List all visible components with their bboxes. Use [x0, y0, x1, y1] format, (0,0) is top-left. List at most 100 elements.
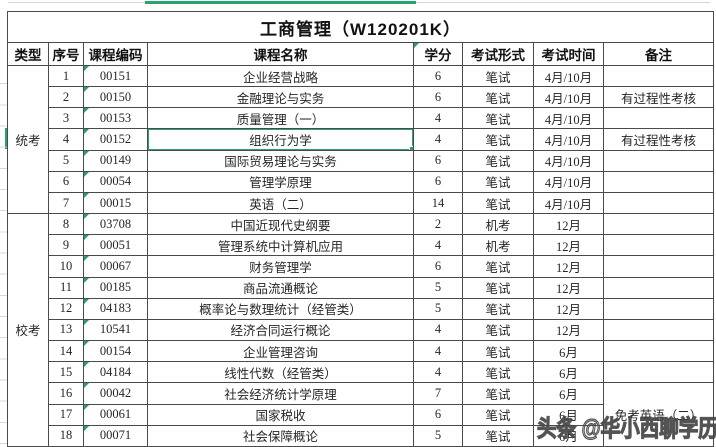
note-cell[interactable]: 有过程性考核 [602, 86, 715, 109]
col-header-code[interactable]: 课程编码 [83, 42, 148, 66]
time-cell[interactable]: 4月/10月 [533, 191, 604, 215]
time-cell[interactable]: 12月 [533, 213, 604, 236]
form-cell[interactable]: 笔试 [462, 297, 534, 320]
note-cell[interactable] [602, 107, 715, 130]
form-cell[interactable]: 笔试 [462, 276, 534, 299]
credits-cell[interactable]: 2 [413, 213, 463, 236]
col-header-time[interactable]: 考试时间 [533, 42, 604, 66]
name-cell[interactable]: 金融理论与实务 [147, 86, 414, 109]
form-cell[interactable]: 机考 [462, 213, 534, 236]
seq-cell[interactable]: 15 [48, 361, 84, 384]
credits-cell[interactable]: 5 [413, 297, 463, 320]
name-cell[interactable]: 企业经营战略 [147, 64, 414, 88]
credits-cell[interactable]: 6 [413, 86, 463, 109]
type-group-cell[interactable]: 统考 [7, 64, 49, 215]
col-header-note[interactable]: 备注 [602, 42, 715, 66]
seq-cell[interactable]: 16 [48, 382, 84, 405]
name-cell[interactable]: 经济合同运行概论 [147, 318, 414, 342]
credits-cell[interactable]: 6 [413, 149, 463, 172]
col-header-seq[interactable]: 序号 [48, 42, 84, 66]
credits-cell[interactable]: 7 [413, 382, 463, 405]
form-cell[interactable]: 笔试 [462, 318, 534, 342]
note-cell[interactable] [602, 318, 715, 342]
seq-cell[interactable]: 10 [48, 255, 84, 278]
form-cell[interactable]: 笔试 [462, 403, 534, 426]
code-cell[interactable]: 10541 [83, 318, 148, 342]
note-cell[interactable] [602, 276, 715, 299]
credits-cell[interactable]: 4 [413, 107, 463, 130]
time-cell[interactable]: 4月/10月 [533, 149, 604, 172]
credits-cell[interactable]: 6 [413, 255, 463, 278]
name-cell[interactable]: 国家税收 [147, 403, 414, 426]
fill-handle[interactable] [409, 145, 413, 150]
code-cell[interactable]: 03708 [83, 213, 148, 236]
form-cell[interactable]: 笔试 [462, 149, 534, 172]
credits-cell[interactable]: 6 [413, 170, 463, 193]
form-cell[interactable]: 笔试 [462, 64, 534, 88]
code-cell[interactable]: 00154 [83, 340, 148, 363]
form-cell[interactable]: 笔试 [462, 170, 534, 193]
credits-cell[interactable]: 4 [413, 234, 463, 257]
form-cell[interactable]: 笔试 [462, 128, 534, 151]
type-group-cell[interactable]: 校考 [7, 213, 49, 447]
code-cell[interactable]: 00071 [83, 424, 148, 447]
credits-cell[interactable]: 4 [413, 361, 463, 384]
col-header-form[interactable]: 考试形式 [462, 42, 534, 66]
credits-cell[interactable]: 5 [413, 276, 463, 299]
note-cell[interactable] [602, 149, 715, 172]
name-cell[interactable]: 社会保障概论 [147, 424, 414, 447]
seq-cell[interactable]: 4 [48, 128, 84, 151]
seq-cell[interactable]: 5 [48, 149, 84, 172]
seq-cell[interactable]: 6 [48, 170, 84, 193]
seq-cell[interactable]: 7 [48, 191, 84, 215]
time-cell[interactable]: 4月/10月 [533, 170, 604, 193]
name-cell[interactable]: 商品流通概论 [147, 276, 414, 299]
selected-name-cell[interactable]: 组织行为学 [147, 128, 414, 151]
code-cell[interactable]: 00067 [83, 255, 148, 278]
credits-cell[interactable]: 4 [413, 128, 463, 151]
note-cell[interactable] [602, 64, 715, 88]
code-cell[interactable]: 00150 [83, 86, 148, 109]
seq-cell[interactable]: 8 [48, 213, 84, 236]
name-cell[interactable]: 质量管理（一） [147, 107, 414, 130]
seq-cell[interactable]: 3 [48, 107, 84, 130]
seq-cell[interactable]: 9 [48, 234, 84, 257]
code-cell[interactable]: 00153 [83, 107, 148, 130]
time-cell[interactable]: 4月/10月 [533, 86, 604, 109]
name-cell[interactable]: 管理学原理 [147, 170, 414, 193]
note-cell[interactable] [602, 340, 715, 363]
code-cell[interactable]: 00152 [83, 128, 148, 151]
seq-cell[interactable]: 17 [48, 403, 84, 426]
time-cell[interactable]: 12月 [533, 276, 604, 299]
note-cell[interactable]: 有过程性考核 [602, 128, 715, 151]
seq-cell[interactable]: 1 [48, 64, 84, 88]
time-cell[interactable]: 6月 [533, 340, 604, 363]
code-cell[interactable]: 00015 [83, 191, 148, 215]
credits-cell[interactable]: 14 [413, 191, 463, 215]
time-cell[interactable]: 12月 [533, 234, 604, 257]
name-cell[interactable]: 国际贸易理论与实务 [147, 149, 414, 172]
code-cell[interactable]: 00061 [83, 403, 148, 426]
col-header-credits[interactable]: 学分 [413, 42, 463, 66]
code-cell[interactable]: 04183 [83, 297, 148, 320]
form-cell[interactable]: 笔试 [462, 255, 534, 278]
name-cell[interactable]: 管理系统中计算机应用 [147, 234, 414, 257]
code-cell[interactable]: 04184 [83, 361, 148, 384]
form-cell[interactable]: 笔试 [462, 382, 534, 405]
credits-cell[interactable]: 6 [413, 64, 463, 88]
note-cell[interactable] [602, 361, 715, 384]
merged-note-cell[interactable]: 免考英语（二） [602, 382, 715, 447]
time-cell[interactable]: 4月/10月 [533, 64, 604, 88]
col-header-name[interactable]: 课程名称 [147, 42, 414, 66]
seq-cell[interactable]: 12 [48, 297, 84, 320]
time-cell[interactable]: 12月 [533, 297, 604, 320]
credits-cell[interactable]: 4 [413, 318, 463, 342]
form-cell[interactable]: 笔试 [462, 86, 534, 109]
name-cell[interactable]: 中国近现代史纲要 [147, 213, 414, 236]
seq-cell[interactable]: 13 [48, 318, 84, 342]
form-cell[interactable]: 笔试 [462, 340, 534, 363]
col-header-type[interactable]: 类型 [7, 42, 49, 66]
credits-cell[interactable]: 4 [413, 340, 463, 363]
note-cell[interactable] [602, 255, 715, 278]
form-cell[interactable]: 机考 [462, 234, 534, 257]
